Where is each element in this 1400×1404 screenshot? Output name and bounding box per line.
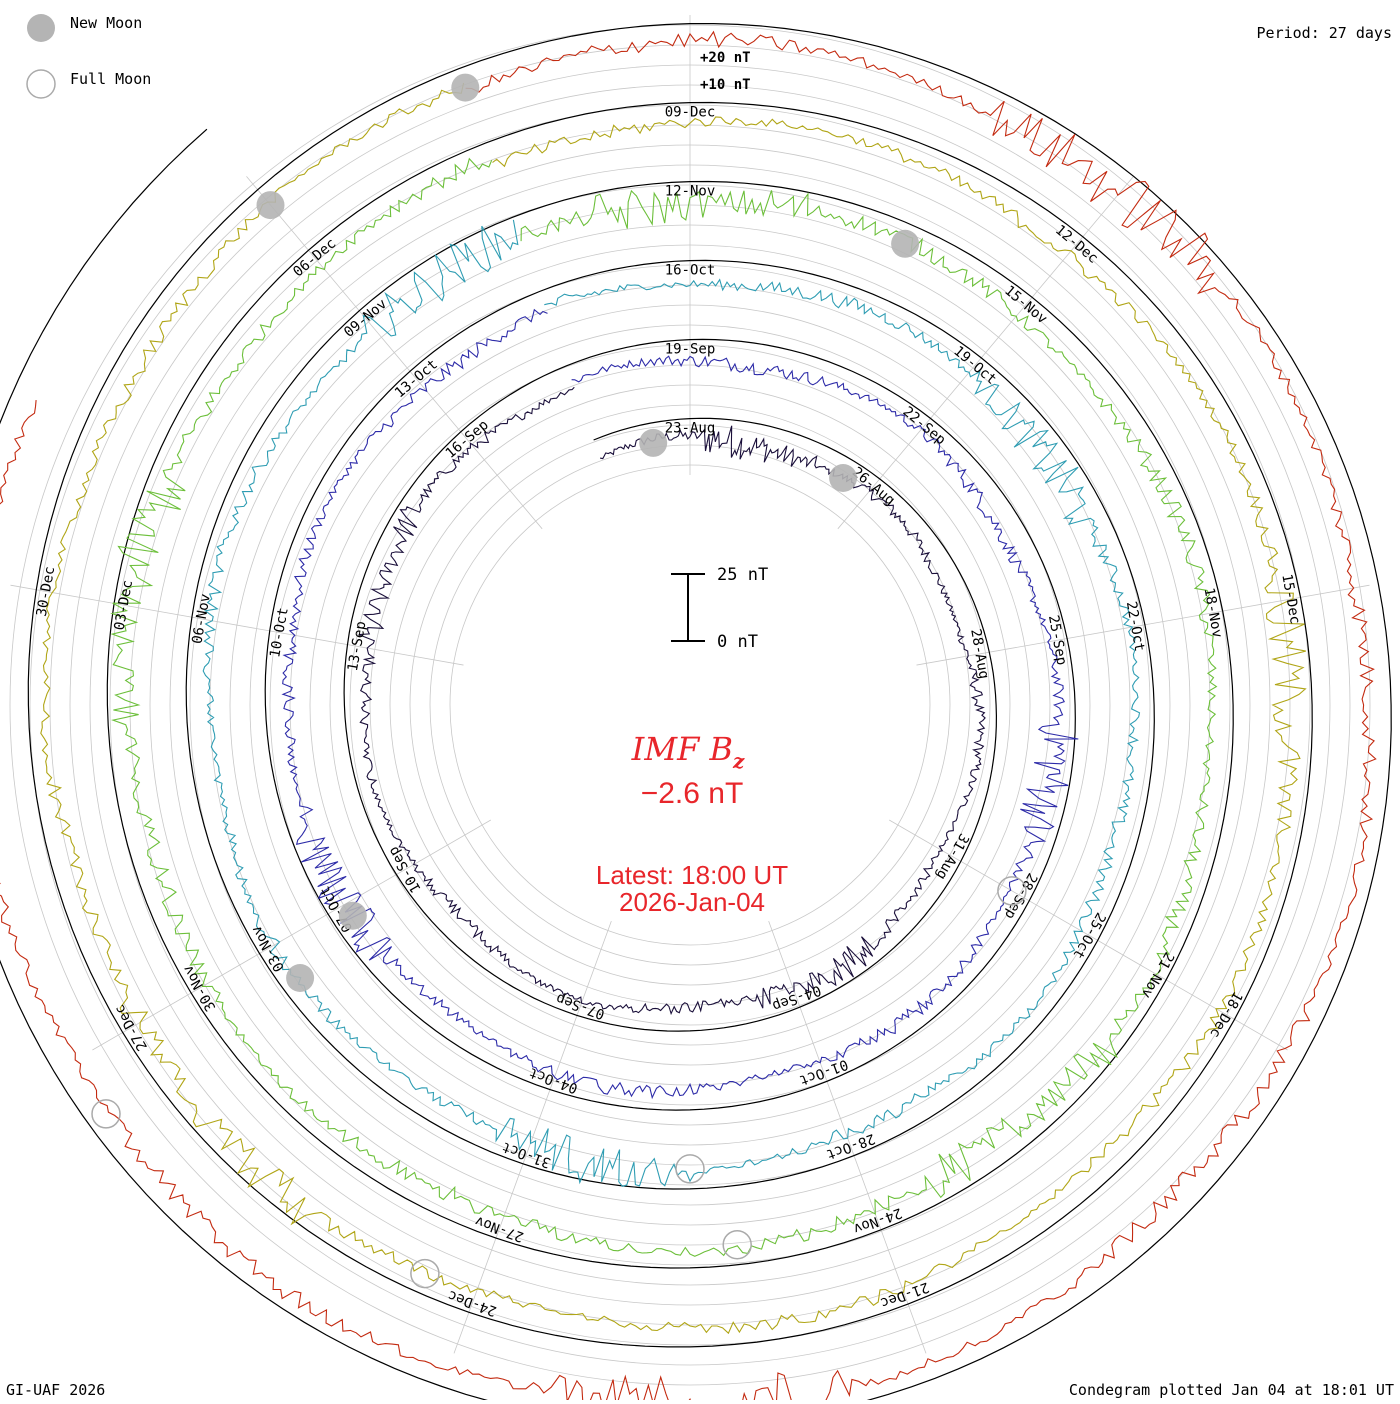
series-layer	[0, 30, 1377, 1404]
radial-line	[246, 176, 543, 530]
date-tick-label: 18-Nov	[1201, 587, 1226, 640]
date-tick-label: 16-Sep	[443, 417, 492, 462]
new-moon-marker	[639, 428, 668, 457]
imf-bz-trace	[281, 308, 1079, 1100]
new-moon-marker	[256, 191, 285, 220]
date-tick-label: 31-Oct	[500, 1138, 553, 1170]
date-tick-label: 28-Aug	[967, 628, 992, 681]
current-value: −2.6 nT	[641, 777, 744, 810]
radial-layer	[10, 15, 1370, 1354]
full-moon-marker	[722, 1229, 752, 1260]
date-tick-label: 13-Oct	[392, 357, 441, 402]
period-label: Period: 27 days	[1257, 24, 1392, 42]
imf-bz-trace	[110, 157, 1218, 1257]
date-tick-label: 31-Aug	[933, 830, 972, 882]
date-tick-label: 19-Sep	[665, 342, 716, 358]
chart-title: IMF Bz	[631, 730, 745, 773]
date-tick-label: 27-Nov	[473, 1212, 526, 1244]
zero-baseline-spiral	[0, 23, 1392, 1404]
new-moon-marker	[286, 964, 315, 992]
full-moon-icon	[26, 69, 56, 99]
plotted-label: Condegram plotted Jan 04 at 18:01 UT	[1069, 1381, 1394, 1399]
imf-bz-trace	[202, 219, 1141, 1187]
new-moon-label: New Moon	[70, 14, 142, 32]
scale-bar-top-label: 25 nT	[717, 565, 768, 585]
date-tick-label: 07-Sep	[554, 990, 607, 1022]
date-tick-label: 09-Nov	[341, 296, 390, 341]
full-moon-marker	[91, 1099, 121, 1129]
scale-label-plus10: +10 nT	[700, 77, 751, 93]
new-moon-marker	[891, 229, 920, 258]
date-tick-label: 30-Dec	[34, 565, 59, 618]
date-tick-label: 24-Nov	[851, 1204, 904, 1236]
latest-time: Latest: 18:00 UT	[596, 860, 788, 890]
grid-ring	[369, 384, 1011, 1026]
date-tick-label: 15-Nov	[1001, 283, 1050, 328]
baseline-layer	[0, 23, 1392, 1404]
full-moon-marker	[997, 876, 1027, 906]
full-moon-label: Full Moon	[70, 70, 151, 88]
new-moon-icon	[27, 14, 55, 42]
date-tick-label: 15-Dec	[1278, 573, 1303, 626]
full-moon-marker	[410, 1258, 440, 1289]
moon-layer	[91, 73, 1027, 1289]
date-tick-label: 09-Dec	[665, 105, 716, 121]
radial-line	[92, 819, 492, 1051]
imf-bz-trace	[40, 82, 1307, 1335]
credit-label: GI-UAF 2026	[6, 1381, 105, 1399]
latest-date: 2026-Jan-04	[619, 887, 765, 917]
new-moon-marker	[338, 901, 367, 930]
imf-bz-trace	[0, 30, 1377, 1404]
radial-line	[916, 584, 1370, 666]
date-tick-label: 12-Nov	[665, 184, 716, 200]
radial-line	[453, 920, 612, 1354]
radial-line	[888, 819, 1288, 1051]
date-tick-label: 10-Oct	[267, 606, 292, 659]
date-tick-label: 22-Oct	[1123, 600, 1148, 653]
new-moon-marker	[829, 464, 858, 492]
imf-bz-trace	[358, 386, 986, 1016]
scale-label-plus20: +20 nT	[700, 50, 751, 66]
radial-line	[10, 584, 464, 666]
full-moon-marker	[675, 1154, 705, 1184]
scale-bar-bottom-label: 0 nT	[717, 632, 758, 652]
date-tick-label: 21-Nov	[1138, 949, 1177, 1001]
date-tick-label: 16-Oct	[665, 263, 716, 279]
date-tick-label: 23-Aug	[665, 421, 716, 437]
radial-line	[837, 176, 1134, 530]
date-tick-label: 04-Oct	[527, 1064, 580, 1096]
new-moon-marker	[451, 73, 480, 102]
